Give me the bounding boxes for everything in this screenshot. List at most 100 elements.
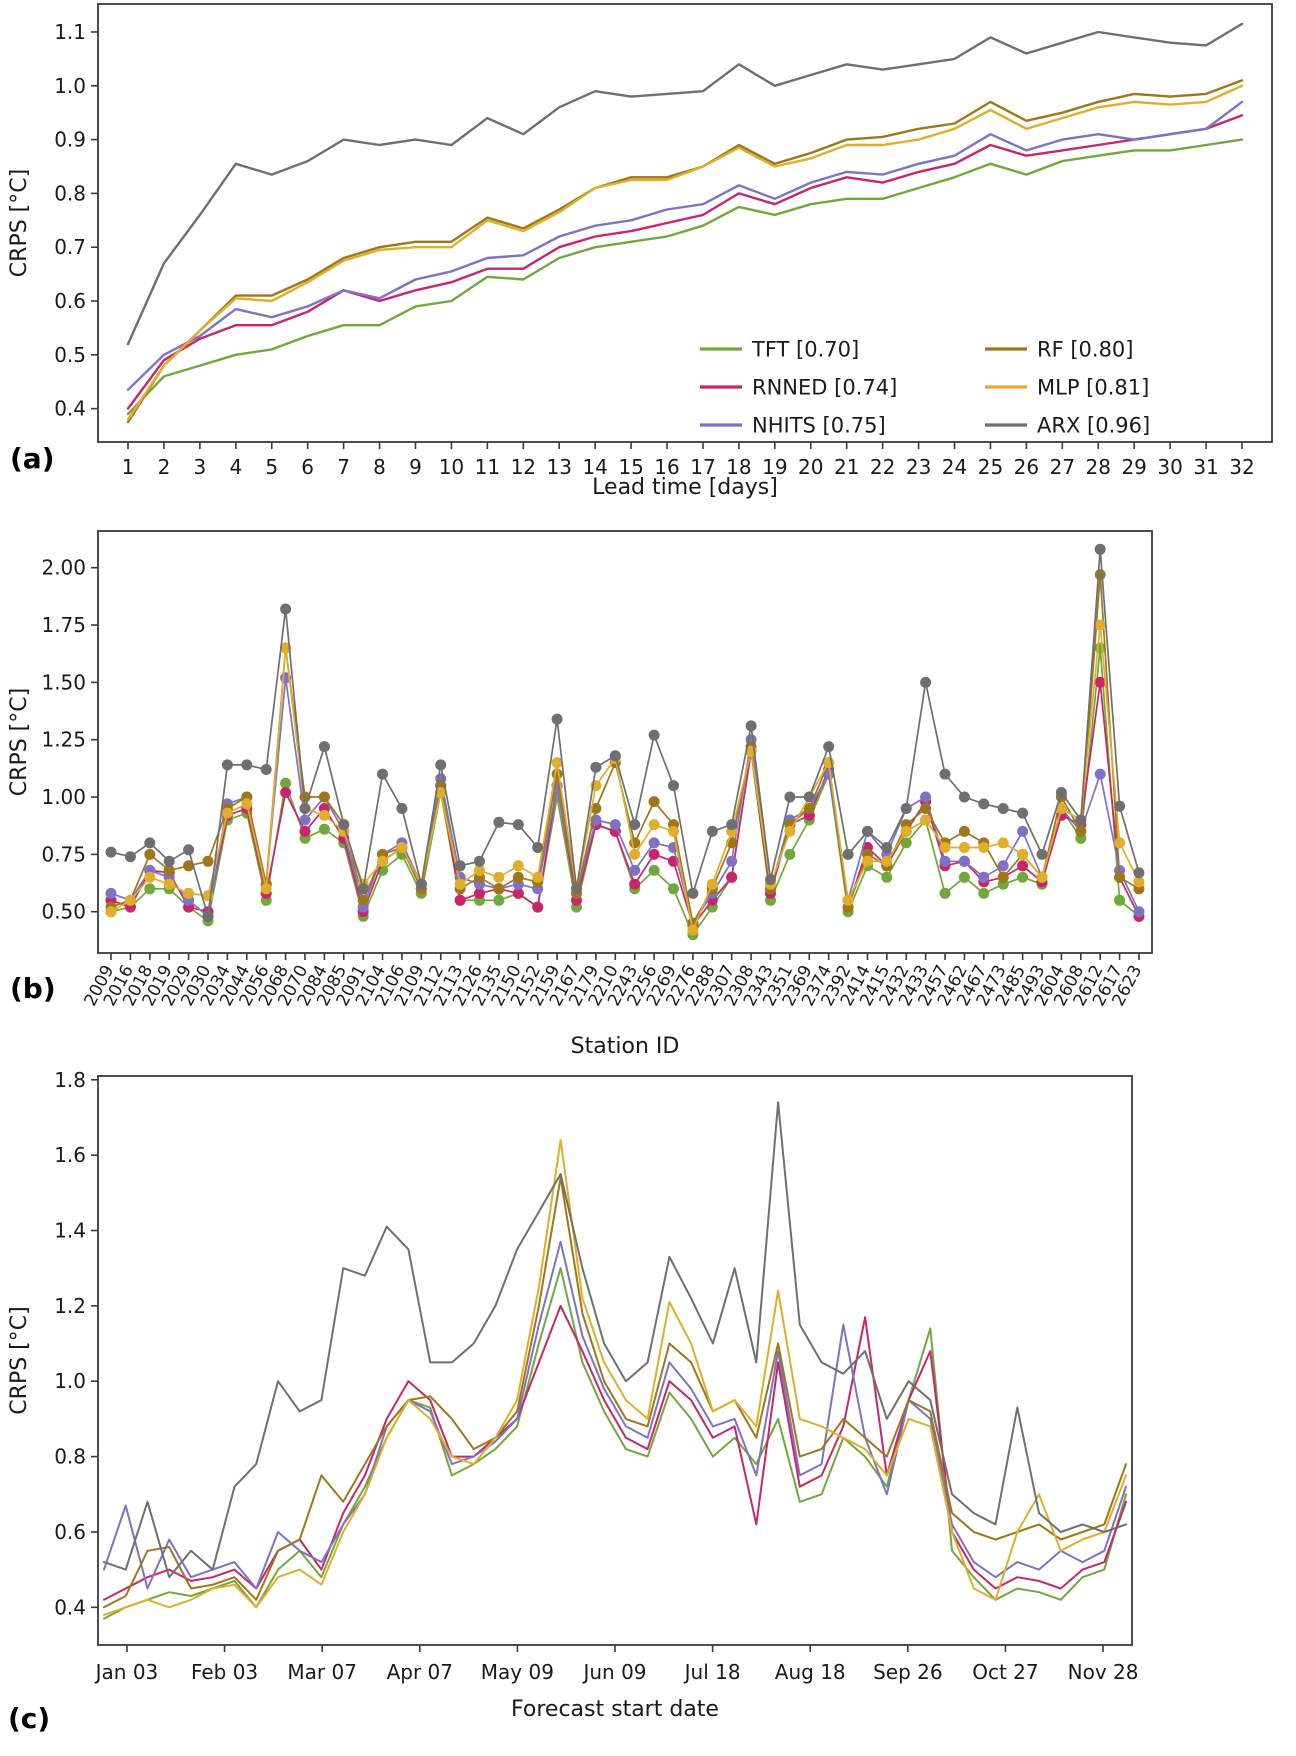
axes-frame-b [97,530,1153,954]
marker-mlp [629,848,641,860]
x-tick-label: 16 [654,455,679,479]
y-tick-label: 2.00 [41,556,86,580]
x-tick-label: 20 [798,455,823,479]
marker-rnned [454,894,466,906]
x-tick-label: 2 [158,455,171,479]
marker-mlp [1017,848,1029,860]
marker-arx [280,603,292,615]
ylabel-a: CRPS [°C] [7,169,32,277]
x-tick-label: 18 [726,455,751,479]
marker-rf [1075,825,1087,837]
y-tick-label: 0.9 [54,128,86,152]
xlabel-c: Forecast start date [511,1697,719,1722]
marker-mlp [1094,619,1106,631]
marker-nhits [629,864,641,876]
marker-mlp [920,814,932,826]
marker-mlp [454,878,466,890]
x-tick-label: Apr 07 [387,1660,453,1684]
x-ticks-c: Jan 03 Feb 03 Mar 07 Apr 07 May 09 Jun 09 Jul … [94,1645,1138,1684]
x-tick-label: 30 [1157,455,1182,479]
y-tick-label: 1.50 [41,670,86,694]
marker-arx [726,819,738,831]
marker-rf [202,855,214,867]
marker-tft [784,848,796,860]
marker-tft [978,887,990,899]
x-tick-label: 5 [265,455,278,479]
marker-mlp [862,855,873,867]
marker-arx [474,855,485,867]
y-tick-label: 1.6 [54,1143,86,1167]
marker-arx [629,819,641,831]
marker-rf [318,791,330,803]
marker-arx [978,798,990,810]
marker-mlp [241,798,253,810]
marker-arx [532,842,544,853]
y-tick-label: 0.4 [54,1595,86,1619]
marker-mlp [842,894,854,906]
x-tick-label: 26 [1014,455,1039,479]
legend-label-tft: TFT [0.70] [751,338,859,362]
marker-rnned [629,878,641,890]
series-arx-line [126,22,1244,346]
series-rnned-line [103,1304,1127,1601]
marker-nhits [1133,906,1145,918]
y-tick-label: 0.50 [41,900,86,924]
marker-mlp [532,871,544,883]
axes-frame-a [97,3,1273,443]
y-tick-label: 0.5 [54,343,86,367]
marker-mlp [1114,837,1126,849]
y-ticks-b: 0.50 0.75 1.00 1.25 1.50 1.75 2.00 [41,556,98,924]
x-tick-label: 28 [1086,455,1111,479]
x-tick-label: 6 [301,455,314,479]
marker-arx [163,855,175,867]
marker-mlp [105,906,117,918]
x-tick-label: 9 [409,455,422,479]
marker-mlp [493,871,505,883]
ylabel-c: CRPS [°C] [7,1306,32,1414]
marker-rf [590,803,602,814]
marker-arx [396,803,408,814]
x-tick-label: Jun 09 [581,1660,646,1684]
marker-mlp [260,883,272,895]
y-tick-label: 0.7 [54,235,86,259]
x-tick-label: 29 [1121,455,1146,479]
marker-arx [648,729,660,741]
marker-arx [1114,800,1126,812]
series-tft-line [126,138,1244,416]
y-ticks-a: 0.4 0.5 0.6 0.7 0.8 0.9 1.0 1.1 [54,20,98,421]
x-tick-label: 8 [373,455,386,479]
series-group-a [126,22,1244,424]
marker-nhits [939,855,951,867]
x-tick-label: 4 [229,455,242,479]
marker-arx [260,764,272,775]
y-tick-label: 1.2 [54,1294,86,1318]
marker-tft [648,864,660,876]
marker-mlp [512,860,524,872]
xlabel-a: Lead time [days] [592,475,778,500]
marker-arx [183,844,195,856]
marker-arx [1133,867,1145,879]
marker-arx [803,791,815,803]
marker-mlp [551,757,563,769]
marker-arx [1036,848,1048,860]
marker-nhits [920,791,932,803]
marker-mlp [474,864,485,876]
marker-arx [920,676,932,688]
marker-arx [377,768,388,780]
y-tick-label: 1.00 [41,785,86,809]
marker-rnned [474,887,485,899]
marker-mlp [377,855,388,867]
marker-arx [202,910,214,922]
marker-rf [551,768,563,780]
marker-arx [1075,814,1087,826]
marker-rf [183,860,195,872]
x-tick-label: Jan 03 [94,1660,159,1684]
series-arx-line [103,1101,1127,1579]
marker-nhits [958,855,970,867]
marker-nhits [997,860,1009,872]
y-tick-label: 0.6 [54,289,86,313]
marker-mlp [1055,803,1067,814]
x-ticks-a: 1 2 3 4 5 6 7 8 9 10 11 12 13 14 15 16 17 18 19 20 21 22 23 24 2… [122,442,1255,479]
marker-mlp [221,807,233,819]
marker-arx [357,883,369,895]
